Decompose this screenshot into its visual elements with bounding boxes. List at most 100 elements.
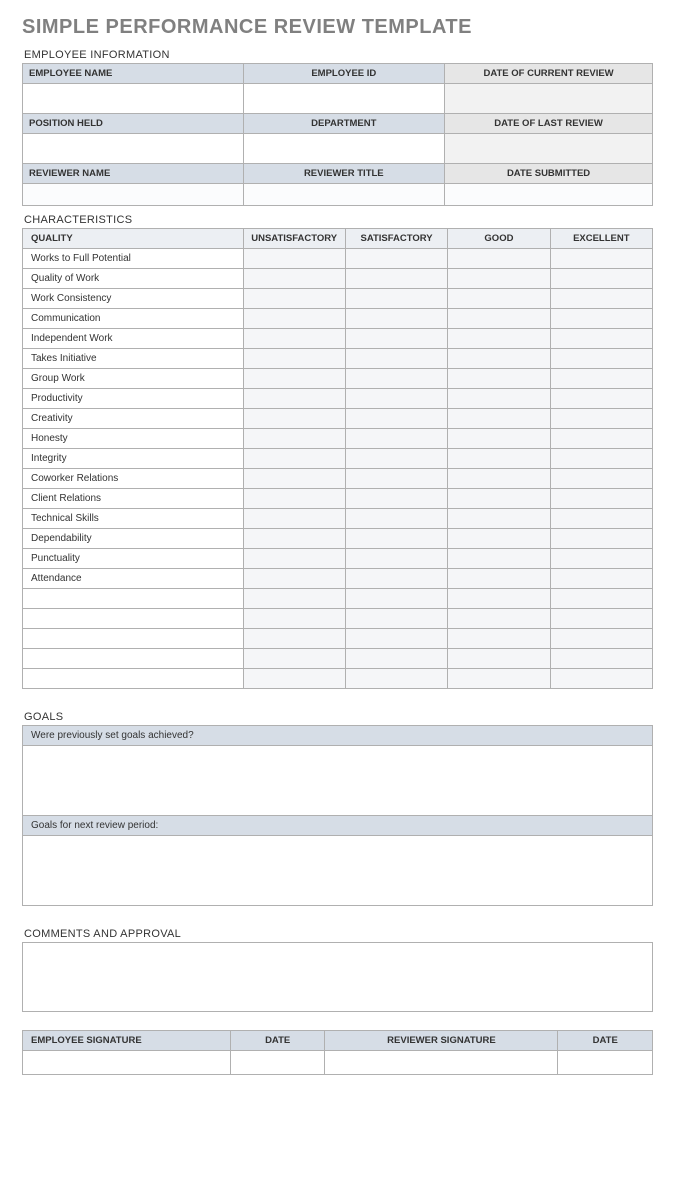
goals-body-1[interactable] <box>23 746 653 816</box>
value-date-1[interactable] <box>230 1051 325 1075</box>
rating-cell[interactable] <box>448 289 550 309</box>
rating-cell[interactable] <box>448 449 550 469</box>
rating-cell[interactable] <box>550 389 652 409</box>
rating-cell[interactable] <box>345 469 447 489</box>
rating-cell[interactable] <box>345 329 447 349</box>
rating-cell[interactable] <box>345 589 447 609</box>
rating-cell[interactable] <box>550 269 652 289</box>
rating-cell[interactable] <box>448 649 550 669</box>
rating-cell[interactable] <box>345 629 447 649</box>
rating-cell[interactable] <box>550 469 652 489</box>
rating-cell[interactable] <box>550 549 652 569</box>
rating-cell[interactable] <box>550 409 652 429</box>
rating-cell[interactable] <box>550 289 652 309</box>
rating-cell[interactable] <box>448 589 550 609</box>
rating-cell[interactable] <box>243 269 345 289</box>
rating-cell[interactable] <box>345 549 447 569</box>
rating-cell[interactable] <box>448 489 550 509</box>
value-date-2[interactable] <box>558 1051 653 1075</box>
rating-cell[interactable] <box>345 509 447 529</box>
rating-cell[interactable] <box>345 369 447 389</box>
rating-cell[interactable] <box>243 669 345 689</box>
rating-cell[interactable] <box>243 349 345 369</box>
rating-cell[interactable] <box>243 289 345 309</box>
rating-cell[interactable] <box>243 489 345 509</box>
rating-cell[interactable] <box>550 449 652 469</box>
rating-cell[interactable] <box>550 309 652 329</box>
rating-cell[interactable] <box>345 429 447 449</box>
rating-cell[interactable] <box>345 309 447 329</box>
rating-cell[interactable] <box>448 309 550 329</box>
rating-cell[interactable] <box>550 529 652 549</box>
value-employee-name[interactable] <box>23 84 244 114</box>
rating-cell[interactable] <box>243 309 345 329</box>
rating-cell[interactable] <box>550 369 652 389</box>
rating-cell[interactable] <box>448 469 550 489</box>
value-reviewer-title[interactable] <box>243 184 445 206</box>
value-date-submitted[interactable] <box>445 184 653 206</box>
rating-cell[interactable] <box>448 609 550 629</box>
rating-cell[interactable] <box>550 649 652 669</box>
rating-cell[interactable] <box>345 389 447 409</box>
rating-cell[interactable] <box>448 509 550 529</box>
value-reviewer-signature[interactable] <box>325 1051 558 1075</box>
rating-cell[interactable] <box>345 609 447 629</box>
rating-cell[interactable] <box>448 629 550 649</box>
rating-cell[interactable] <box>243 429 345 449</box>
rating-cell[interactable] <box>243 329 345 349</box>
rating-cell[interactable] <box>243 549 345 569</box>
value-department[interactable] <box>243 134 445 164</box>
rating-cell[interactable] <box>448 669 550 689</box>
rating-cell[interactable] <box>243 389 345 409</box>
rating-cell[interactable] <box>448 349 550 369</box>
rating-cell[interactable] <box>448 369 550 389</box>
rating-cell[interactable] <box>243 469 345 489</box>
comments-box[interactable] <box>22 942 653 1012</box>
rating-cell[interactable] <box>448 389 550 409</box>
rating-cell[interactable] <box>550 329 652 349</box>
rating-cell[interactable] <box>243 649 345 669</box>
rating-cell[interactable] <box>448 549 550 569</box>
rating-cell[interactable] <box>448 429 550 449</box>
value-employee-id[interactable] <box>243 84 445 114</box>
rating-cell[interactable] <box>345 449 447 469</box>
rating-cell[interactable] <box>550 349 652 369</box>
rating-cell[interactable] <box>448 529 550 549</box>
rating-cell[interactable] <box>550 429 652 449</box>
rating-cell[interactable] <box>345 409 447 429</box>
rating-cell[interactable] <box>345 649 447 669</box>
rating-cell[interactable] <box>448 269 550 289</box>
rating-cell[interactable] <box>243 569 345 589</box>
rating-cell[interactable] <box>345 569 447 589</box>
rating-cell[interactable] <box>550 489 652 509</box>
value-date-current-review[interactable] <box>445 84 653 114</box>
rating-cell[interactable] <box>550 629 652 649</box>
rating-cell[interactable] <box>550 609 652 629</box>
rating-cell[interactable] <box>448 409 550 429</box>
rating-cell[interactable] <box>243 589 345 609</box>
rating-cell[interactable] <box>243 369 345 389</box>
goals-body-2[interactable] <box>23 836 653 906</box>
rating-cell[interactable] <box>550 669 652 689</box>
rating-cell[interactable] <box>345 489 447 509</box>
rating-cell[interactable] <box>243 509 345 529</box>
rating-cell[interactable] <box>345 349 447 369</box>
rating-cell[interactable] <box>448 249 550 269</box>
rating-cell[interactable] <box>243 629 345 649</box>
value-date-last-review[interactable] <box>445 134 653 164</box>
rating-cell[interactable] <box>345 669 447 689</box>
rating-cell[interactable] <box>243 449 345 469</box>
rating-cell[interactable] <box>243 609 345 629</box>
rating-cell[interactable] <box>345 529 447 549</box>
value-position-held[interactable] <box>23 134 244 164</box>
rating-cell[interactable] <box>550 589 652 609</box>
rating-cell[interactable] <box>448 569 550 589</box>
rating-cell[interactable] <box>345 289 447 309</box>
value-reviewer-name[interactable] <box>23 184 244 206</box>
rating-cell[interactable] <box>448 329 550 349</box>
rating-cell[interactable] <box>345 269 447 289</box>
rating-cell[interactable] <box>345 249 447 269</box>
rating-cell[interactable] <box>243 409 345 429</box>
rating-cell[interactable] <box>550 569 652 589</box>
rating-cell[interactable] <box>550 509 652 529</box>
